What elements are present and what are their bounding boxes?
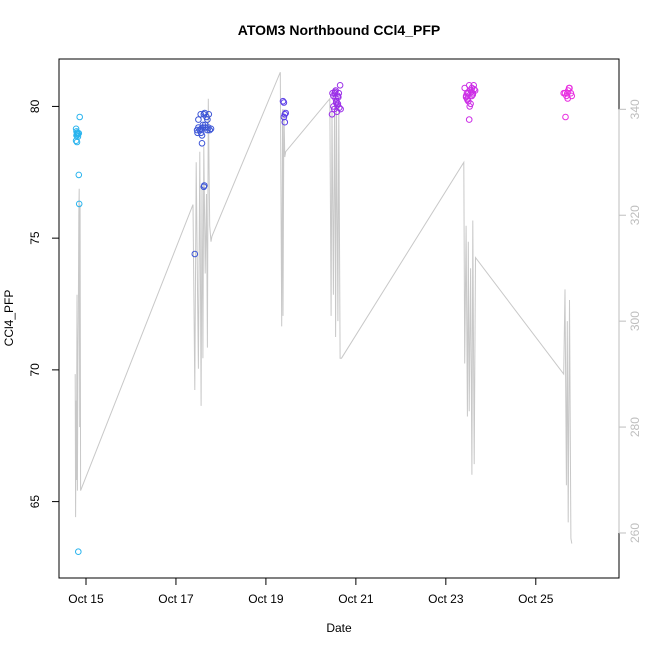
data-point <box>282 109 290 117</box>
data-point <box>470 86 478 93</box>
data-point <box>201 109 208 117</box>
data-point <box>75 130 83 137</box>
data-point <box>200 183 208 191</box>
x-tick-label: Oct 23 <box>428 592 464 606</box>
data-point <box>75 171 83 179</box>
data-point <box>198 140 206 147</box>
data-point <box>195 116 202 123</box>
y2-tick-label: 340 <box>628 99 642 119</box>
x-tick-label: Oct 25 <box>518 592 554 606</box>
data-point <box>194 129 201 137</box>
data-point <box>207 125 215 133</box>
data-point <box>191 250 199 258</box>
data-point <box>206 126 213 134</box>
y-axis-label: CCl4_PFP <box>2 290 16 347</box>
y2-tick-label: 260 <box>628 523 642 543</box>
data-point <box>76 113 83 121</box>
data-point <box>335 93 342 101</box>
scatter-points <box>72 82 576 556</box>
data-point <box>463 89 471 97</box>
data-point <box>197 125 205 133</box>
data-point <box>197 111 204 118</box>
data-point <box>464 96 471 104</box>
data-point <box>466 103 474 110</box>
x-tick-label: Oct 15 <box>68 592 104 606</box>
data-point <box>75 200 83 208</box>
x-tick-label: Oct 17 <box>158 592 194 606</box>
x-tick-label: Oct 19 <box>248 592 284 606</box>
x-axis-label: Date <box>326 621 352 635</box>
line-series-path <box>74 72 573 544</box>
data-point <box>465 116 473 123</box>
line-series <box>74 72 573 544</box>
data-point <box>205 111 213 118</box>
data-point <box>562 113 569 121</box>
data-point <box>75 548 82 556</box>
data-point <box>565 84 573 92</box>
data-point <box>328 111 336 118</box>
y2-tick-label: 300 <box>628 311 642 331</box>
y-tick-label: 75 <box>28 231 42 245</box>
y-tick-label: 80 <box>28 99 42 113</box>
chart-title: ATOM3 Northbound CCl4_PFP <box>238 22 440 38</box>
data-point <box>280 99 288 106</box>
data-point <box>281 111 289 118</box>
data-point <box>564 95 572 102</box>
data-point <box>73 138 81 146</box>
data-point <box>281 118 289 126</box>
x-tick-label: Oct 21 <box>338 592 374 606</box>
y-tick-label: 70 <box>28 363 42 377</box>
y-axis-right: 260 280 300 320 340 <box>618 99 642 543</box>
y-tick-label: 65 <box>28 495 42 509</box>
x-axis: Oct 15 Oct 17 Oct 19 Oct 21 Oct 23 Oct 25 <box>68 577 554 606</box>
data-point <box>334 101 341 109</box>
y2-tick-label: 320 <box>628 205 642 225</box>
data-point <box>335 89 343 97</box>
y-axis-left: 65 70 75 80 <box>28 99 60 509</box>
y2-tick-label: 280 <box>628 417 642 437</box>
data-point <box>336 82 344 89</box>
data-point <box>337 105 344 113</box>
data-point <box>468 92 476 100</box>
data-point <box>331 88 339 96</box>
data-point <box>279 97 287 105</box>
data-point <box>201 121 209 129</box>
